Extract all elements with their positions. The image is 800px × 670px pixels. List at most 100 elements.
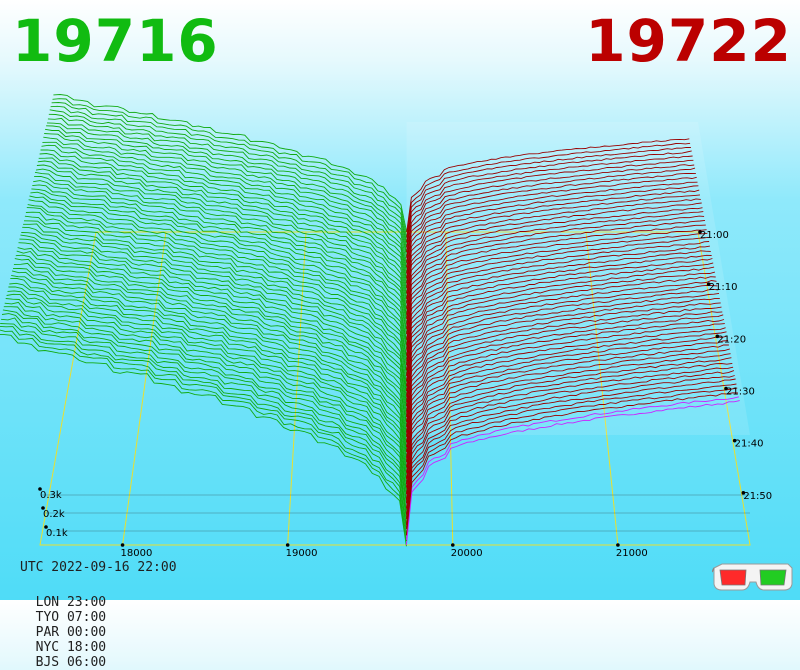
price-tick-dot	[120, 543, 125, 547]
ask-depth-line	[405, 396, 740, 540]
volume-tick-label: 0.1k	[46, 528, 68, 539]
price-tick-dot	[285, 543, 290, 547]
bid-depth-line	[26, 207, 407, 382]
time-tick-dot	[706, 282, 711, 286]
bid-depth-line	[6, 293, 407, 494]
bid-depth-line	[11, 270, 407, 463]
bid-depth-line	[24, 215, 407, 392]
bid-depth-line	[34, 175, 408, 341]
bid-depth-line	[1, 313, 407, 519]
ask-depth-line	[406, 138, 690, 233]
bid-depth-line	[10, 278, 407, 474]
bid-depth-line	[33, 180, 408, 345]
ask-depth-line	[405, 348, 730, 485]
bid-depth-line	[51, 102, 408, 244]
ask-depth-line	[406, 172, 696, 274]
ask-depth-line	[405, 383, 737, 525]
bid-depth-line	[44, 133, 408, 283]
price-tick-dot	[450, 543, 455, 547]
ask-depth-line	[406, 181, 698, 284]
bid-depth-line	[13, 262, 407, 453]
bid-depth-line	[47, 117, 408, 264]
bid-depth-line	[9, 282, 407, 479]
time-tick-label: 21:50	[743, 491, 772, 502]
ask-depth-line	[406, 254, 712, 371]
ask-depth-line	[406, 323, 725, 452]
bid-depth-line	[23, 220, 407, 396]
bid-depth-line	[43, 136, 408, 289]
ask-depth-line	[406, 164, 695, 263]
timezone-clocks: LON 23:00 TYO 07:00 PAR 00:00 NYC 18:00 …	[20, 580, 132, 670]
bid-depth-line	[31, 188, 408, 357]
bid-depth-line	[36, 164, 408, 324]
bid-depth-line	[45, 128, 408, 279]
ask-depth-line	[406, 302, 721, 428]
ask-depth-line	[405, 344, 729, 479]
bid-depth-line	[32, 184, 408, 350]
bid-depth-line	[0, 323, 407, 529]
ask-depth-line	[406, 262, 714, 382]
ask-depth-line	[406, 185, 699, 288]
ask-depth-line	[406, 284, 718, 407]
time-tick-dot	[715, 334, 720, 339]
volume-tick-dot	[41, 506, 45, 510]
bid-depth-line	[16, 250, 407, 438]
price-tick-label: 19000	[286, 548, 318, 559]
bid-depth-line	[53, 94, 408, 233]
price-gridline	[287, 231, 307, 546]
bid-depth-line	[34, 171, 408, 335]
ask-depth-line	[405, 400, 740, 545]
bid-depth-line	[50, 105, 408, 248]
ask-depth-line	[406, 194, 701, 300]
bid-depth-line	[22, 226, 407, 406]
ask-depth-line	[406, 159, 694, 258]
zone-clock-bjs: BJS 06:00	[35, 655, 107, 670]
ask-depth-line	[406, 232, 708, 346]
ask-depth-line	[406, 314, 724, 443]
order-book-depth-chart: 18000 19000 20000 21000 21:00 21:10 21:20 21:30…	[0, 94, 772, 559]
zone-clock-tyo: TYO 07:00	[35, 610, 107, 625]
ask-depth-line	[405, 353, 731, 488]
bid-depth-line	[19, 238, 407, 423]
ask-depth-line	[406, 215, 705, 325]
3d-glasses-icon[interactable]	[712, 560, 794, 594]
volume-tick-dot	[38, 487, 42, 491]
bid-depth-line	[30, 191, 408, 360]
ask-depth-line	[406, 250, 711, 366]
bid-depth-line	[48, 113, 408, 257]
time-tick-label: 21:30	[726, 387, 755, 398]
time-tick-dot	[741, 491, 746, 495]
bid-depth-line	[46, 125, 408, 274]
bid-depth-line	[20, 234, 407, 417]
bid-depth-line	[4, 301, 407, 504]
ask-depth-line	[406, 298, 720, 423]
bid-depth-line	[11, 274, 407, 469]
bid-depth-line	[18, 242, 407, 427]
bid-price: 19716	[12, 7, 219, 75]
ask-depth-line	[405, 378, 736, 520]
bid-depth-line	[0, 334, 407, 547]
bid-depth-line	[14, 258, 407, 449]
chart-grid	[39, 231, 751, 546]
bid-depth-line	[42, 141, 408, 294]
time-tick-label: 21:10	[709, 282, 738, 293]
bid-depth-line	[1, 317, 407, 525]
bid-depth-line	[21, 232, 407, 411]
ask-surface-shade	[406, 122, 750, 435]
price-plane-outline	[39, 231, 751, 546]
ask-depth-line	[406, 167, 696, 268]
bid-depth-line	[52, 98, 408, 238]
ask-depth-line	[405, 357, 732, 495]
bid-depth-line	[49, 109, 408, 253]
depth-lines	[0, 94, 750, 547]
ask-depth-line	[406, 202, 702, 309]
bid-depth-line	[0, 329, 407, 542]
ask-depth-line	[406, 319, 725, 448]
ask-depth-line	[405, 375, 735, 515]
zone-clock-lon: LON 23:00	[35, 595, 107, 610]
ask-depth-line	[406, 340, 729, 473]
utc-time: UTC 2022-09-16 22:00	[20, 560, 177, 575]
ask-depth-line	[406, 331, 727, 463]
bid-depth-line	[38, 157, 408, 315]
ask-depth-line	[406, 327, 726, 459]
